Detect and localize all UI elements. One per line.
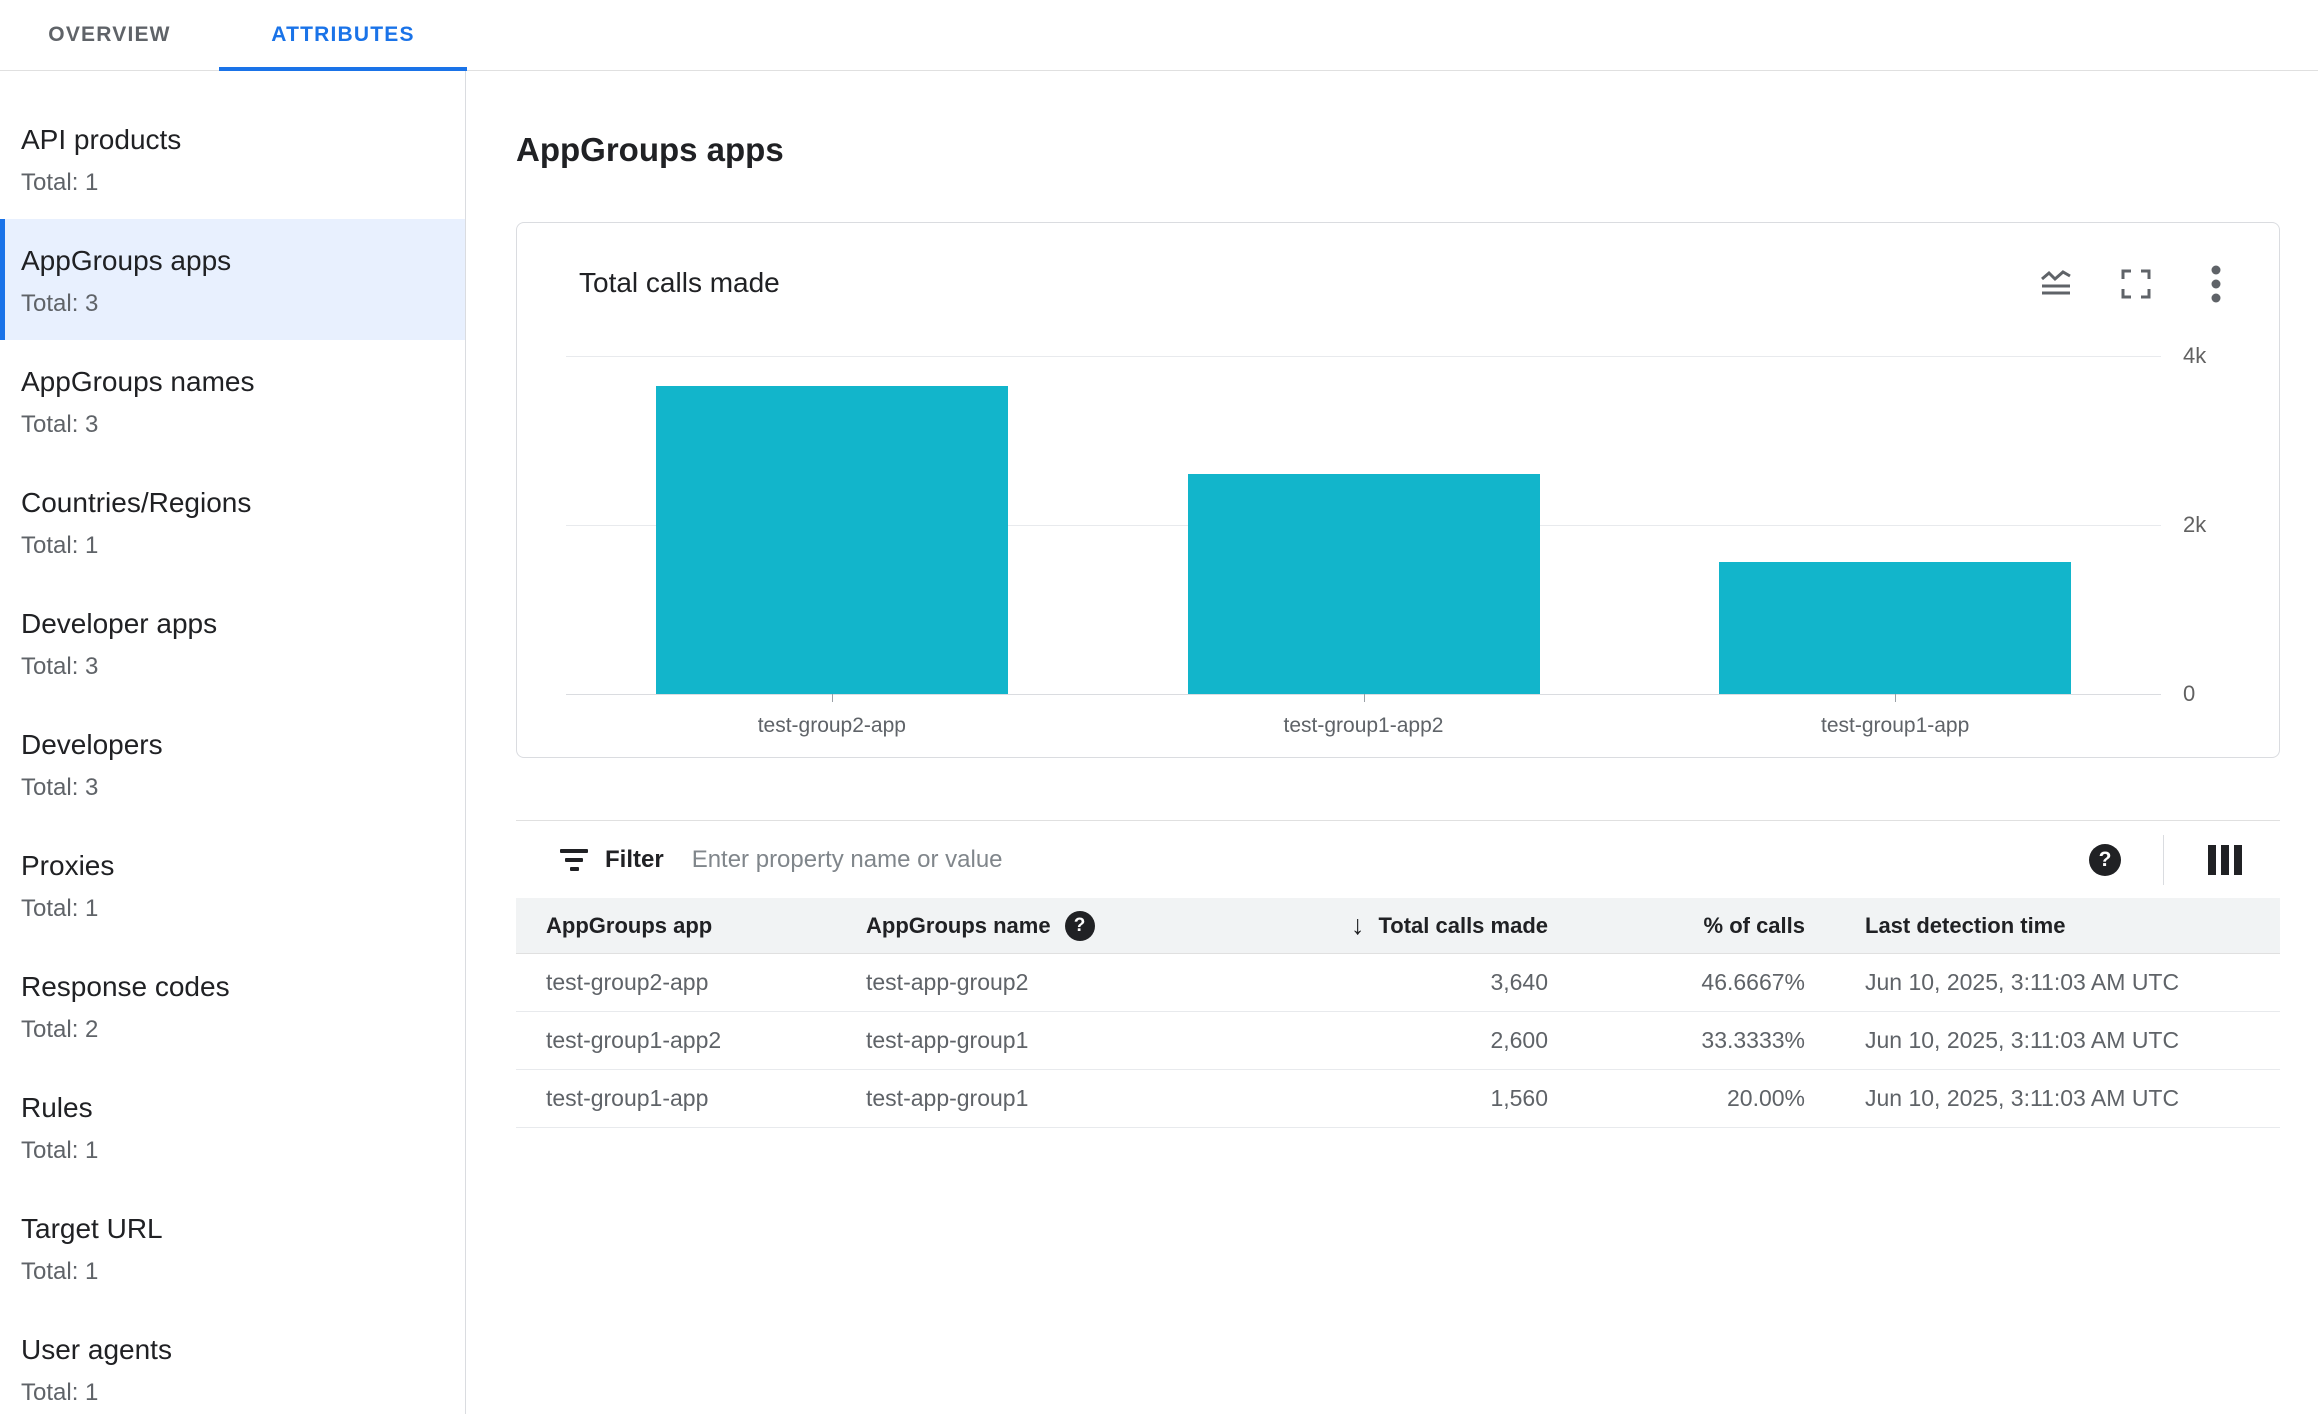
sidebar-item-appgroups-names[interactable]: AppGroups names Total: 3 bbox=[0, 340, 465, 461]
toolbar-divider bbox=[2163, 834, 2164, 885]
cell-last-detection: Jun 10, 2025, 3:11:03 AM UTC bbox=[1865, 969, 2180, 995]
y-axis-tick-label: 0 bbox=[2183, 681, 2196, 706]
cell-last-detection: Jun 10, 2025, 3:11:03 AM UTC bbox=[1865, 1027, 2180, 1053]
cell-total-calls: 2,600 bbox=[1490, 1027, 1548, 1053]
fullscreen-icon[interactable] bbox=[2117, 265, 2155, 303]
column-header-pct-calls[interactable]: % of calls bbox=[1703, 912, 1805, 938]
cell-last-detection: Jun 10, 2025, 3:11:03 AM UTC bbox=[1865, 1085, 2180, 1111]
sidebar-item-total: Total: 1 bbox=[21, 895, 99, 922]
sidebar-item-label: AppGroups apps bbox=[21, 245, 232, 276]
sort-descending-icon[interactable]: ↓ bbox=[1350, 910, 1365, 940]
x-axis-category-label: test-group1-app bbox=[1821, 714, 1970, 737]
sidebar-item-rules[interactable]: Rules Total: 1 bbox=[0, 1066, 465, 1187]
x-axis-tick bbox=[1363, 694, 1365, 702]
y-axis-tick-label: 2k bbox=[2183, 512, 2207, 537]
sidebar-item-label: Developers bbox=[21, 729, 163, 760]
table-row[interactable]: test-group1-app2 test-app-group1 2,600 33.3… bbox=[516, 1012, 2280, 1070]
gridline bbox=[566, 356, 2161, 357]
name-help-icon[interactable]: ? bbox=[1064, 910, 1095, 941]
sidebar-item-label: User agents bbox=[21, 1334, 172, 1365]
x-axis-tick bbox=[1895, 694, 1897, 702]
x-axis-category-label: test-group2-app bbox=[757, 714, 906, 737]
table-body: test-group2-app test-app-group2 3,640 46.66… bbox=[516, 954, 2280, 1128]
cell-appgroups-app: test-group1-app bbox=[546, 1085, 709, 1111]
column-header-appgroups-name[interactable]: AppGroups name ? bbox=[866, 910, 1250, 941]
filter-bar: Filter ? bbox=[516, 820, 2280, 898]
sidebar-item-label: Developer apps bbox=[21, 608, 218, 639]
sidebar-item-total: Total: 1 bbox=[21, 532, 99, 559]
sidebar-item-total: Total: 1 bbox=[21, 169, 99, 196]
y-axis-tick-label: 4k bbox=[2183, 343, 2207, 368]
sidebar-item-label: API products bbox=[21, 124, 182, 155]
cell-appgroups-app: test-group2-app bbox=[546, 969, 709, 995]
chart-card: 4k 2k 0 test-group2-app test-group1-app2 test… bbox=[516, 222, 2280, 758]
cell-total-calls: 3,640 bbox=[1490, 969, 1548, 995]
page-title: AppGroups apps bbox=[516, 131, 784, 168]
help-icon[interactable]: ? bbox=[2089, 843, 2121, 876]
filter-icon bbox=[560, 848, 588, 871]
sidebar-item-total: Total: 3 bbox=[21, 290, 99, 317]
x-axis-tick bbox=[831, 694, 833, 702]
column-settings-icon[interactable] bbox=[2208, 844, 2242, 875]
sidebar-item-label: Proxies bbox=[21, 850, 115, 881]
sidebar-item-proxies[interactable]: Proxies Total: 1 bbox=[0, 824, 465, 945]
chart-toolbar bbox=[2037, 265, 2235, 303]
sidebar-item-label: AppGroups names bbox=[21, 366, 255, 397]
sidebar-item-developer-apps[interactable]: Developer apps Total: 3 bbox=[0, 582, 465, 703]
cell-appgroups-app: test-group1-app2 bbox=[546, 1027, 722, 1053]
table-row[interactable]: test-group1-app test-app-group1 1,560 20.00… bbox=[516, 1070, 2280, 1128]
bar-chart: 4k 2k 0 test-group2-app test-group1-app2 test… bbox=[517, 223, 2279, 757]
sidebar-item-response-codes[interactable]: Response codes Total: 2 bbox=[0, 945, 465, 1066]
column-header-total-calls[interactable]: ↓ Total calls made bbox=[1250, 912, 1548, 939]
filter-input[interactable] bbox=[689, 844, 2089, 875]
filter-label: Filter bbox=[605, 845, 664, 873]
area-chart-icon[interactable] bbox=[2037, 265, 2075, 303]
cell-total-calls: 1,560 bbox=[1490, 1085, 1548, 1111]
bar-test-group1-app[interactable] bbox=[1719, 562, 2072, 694]
sidebar-item-total: Total: 3 bbox=[21, 774, 99, 801]
cell-pct-calls: 33.3333% bbox=[1701, 1027, 1805, 1053]
tab-overview[interactable]: OVERVIEW bbox=[48, 23, 171, 46]
sidebar-item-total: Total: 2 bbox=[21, 1016, 99, 1043]
bar-test-group1-app2[interactable] bbox=[1187, 474, 1540, 694]
sidebar-item-label: Rules bbox=[21, 1092, 93, 1123]
table-header: AppGroups app AppGroups name ? ↓ Total c… bbox=[516, 898, 2280, 954]
sidebar-item-api-products[interactable]: API products Total: 1 bbox=[0, 98, 465, 219]
tab-bar: OVERVIEW ATTRIBUTES bbox=[0, 0, 2318, 71]
main-content: AppGroups apps 4k 2k 0 test-group2-app test-… bbox=[467, 71, 2318, 1414]
sidebar-item-appgroups-apps[interactable]: AppGroups apps Total: 3 bbox=[0, 219, 465, 340]
sidebar-item-total: Total: 1 bbox=[21, 1379, 99, 1406]
sidebar-item-countries-regions[interactable]: Countries/Regions Total: 1 bbox=[0, 461, 465, 582]
kebab-menu-icon[interactable] bbox=[2197, 265, 2235, 303]
sidebar: API products Total: 1 AppGroups apps Total:… bbox=[0, 71, 466, 1414]
sidebar-item-label: Response codes bbox=[21, 971, 230, 1002]
sidebar-item-total: Total: 1 bbox=[21, 1137, 99, 1164]
table-row[interactable]: test-group2-app test-app-group2 3,640 46.66… bbox=[516, 954, 2280, 1012]
tab-attributes[interactable]: ATTRIBUTES bbox=[219, 0, 467, 71]
attribute-table-block: Filter ? AppGroups app AppGroups name ? … bbox=[516, 820, 2280, 1128]
sidebar-item-user-agents[interactable]: User agents Total: 1 bbox=[0, 1308, 465, 1414]
column-header-label: Total calls made bbox=[1378, 912, 1548, 938]
cell-appgroups-name: test-app-group1 bbox=[866, 1085, 1029, 1111]
column-header-appgroups-app[interactable]: AppGroups app bbox=[546, 912, 713, 938]
cell-pct-calls: 46.6667% bbox=[1701, 969, 1805, 995]
cell-appgroups-name: test-app-group2 bbox=[866, 969, 1029, 995]
column-header-label: AppGroups name bbox=[866, 912, 1051, 938]
column-header-last-detection[interactable]: Last detection time bbox=[1865, 912, 2066, 938]
sidebar-item-total: Total: 1 bbox=[21, 1258, 99, 1285]
bar-test-group2-app[interactable] bbox=[655, 386, 1008, 694]
sidebar-item-developers[interactable]: Developers Total: 3 bbox=[0, 703, 465, 824]
sidebar-item-label: Countries/Regions bbox=[21, 487, 252, 518]
x-axis-category-label: test-group1-app2 bbox=[1283, 714, 1444, 737]
cell-pct-calls: 20.00% bbox=[1726, 1085, 1805, 1111]
cell-appgroups-name: test-app-group1 bbox=[866, 1027, 1029, 1053]
sidebar-item-label: Target URL bbox=[21, 1213, 163, 1244]
sidebar-item-target-url[interactable]: Target URL Total: 1 bbox=[0, 1187, 465, 1308]
sidebar-item-total: Total: 3 bbox=[21, 653, 99, 680]
sidebar-item-total: Total: 3 bbox=[21, 411, 99, 438]
chart-title: Total calls made bbox=[579, 267, 780, 298]
